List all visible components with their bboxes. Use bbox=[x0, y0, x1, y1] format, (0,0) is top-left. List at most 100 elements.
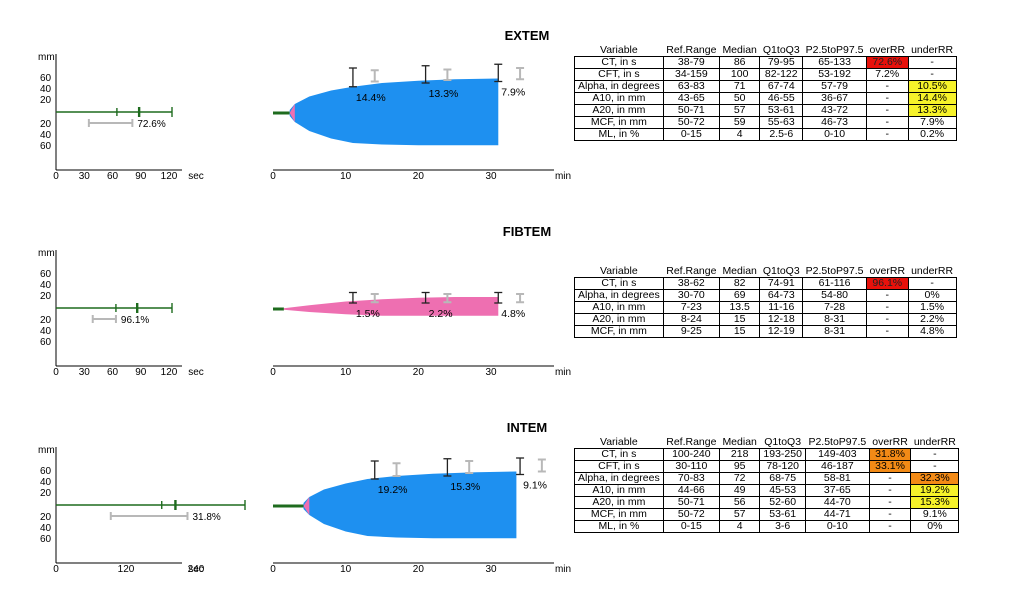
extem-table-cell: 0-10 bbox=[802, 128, 867, 141]
extem-table-row: ML, in % 0-15 4 2.5-6 0-10-0.2% bbox=[574, 128, 957, 141]
extem-table-cell: A10, in mm bbox=[574, 92, 664, 105]
extem-table-cell: 72.6% bbox=[865, 56, 909, 69]
extem-table-row: CT, in s 38-79 86 79-95 65-133 72.6% - bbox=[574, 56, 957, 69]
intem-table-cell: ML, in % bbox=[574, 520, 664, 533]
extem-table-cell: 34-159 bbox=[662, 68, 720, 81]
fibtem-col-header: Median bbox=[722, 265, 757, 277]
extem-table-cell: A20, in mm bbox=[574, 104, 664, 117]
intem-ct-x-unit: sec bbox=[188, 564, 204, 575]
extem-table-cell: 79-95 bbox=[759, 56, 804, 69]
extem-table-cell: - bbox=[907, 68, 957, 81]
fibtem-rr-table: Variable Ref.Range Median Q1toQ3 P2.5toP97.5… bbox=[574, 266, 957, 338]
extem-tem-pct-label-0: 14.4% bbox=[356, 92, 386, 104]
intem-tem-pct-label-0: 19.2% bbox=[378, 484, 408, 496]
intem-ct-unit-label: mm bbox=[38, 445, 55, 456]
extem-table-row: A20, in mm 50-71 57 53-61 43-72-13.3% bbox=[574, 104, 957, 117]
intem-table-cell: 58-81 bbox=[804, 472, 870, 485]
intem-table-cell: A10, in mm bbox=[574, 484, 664, 497]
fibtem-table-cell: 7-23 bbox=[662, 301, 720, 314]
extem-table-cell: 2.5-6 bbox=[759, 128, 804, 141]
extem-table-cell: 13.3% bbox=[907, 104, 957, 117]
intem-table-cell: 0-15 bbox=[662, 520, 720, 533]
extem-col-header: Variable bbox=[599, 44, 638, 56]
intem-table-cell: - bbox=[910, 448, 960, 461]
extem-table-cell: 36-67 bbox=[802, 92, 867, 105]
fibtem-table-cell: 11-16 bbox=[759, 301, 804, 314]
extem-ct-unit-label: mm bbox=[38, 52, 55, 63]
intem-rr-table: Variable Ref.Range Median Q1toQ3 P2.5toP97.5… bbox=[574, 436, 960, 533]
intem-ct-ytick-up: 60 bbox=[40, 466, 52, 477]
extem-table-cell: - bbox=[865, 104, 909, 117]
fibtem-table-cell: 54-80 bbox=[802, 289, 867, 302]
fibtem-table-cell: 74-91 bbox=[759, 277, 804, 290]
intem-table-cell: CT, in s bbox=[574, 448, 664, 461]
fibtem-tem-pct-label-0: 1.5% bbox=[356, 308, 380, 320]
intem-table-cell: - bbox=[868, 484, 912, 497]
intem-tem-x-unit: min bbox=[555, 564, 571, 575]
intem-ct-ytick-up: 20 bbox=[40, 488, 52, 499]
intem-table-cell: 50-71 bbox=[662, 496, 720, 509]
extem-tem-pct-label-1: 13.3% bbox=[429, 88, 459, 100]
intem-table-cell: 4 bbox=[718, 520, 761, 533]
fibtem-ct-ytick-up: 20 bbox=[40, 291, 52, 302]
fibtem-table-cell: 9-25 bbox=[662, 325, 720, 338]
fibtem-table-row: A10, in mm 7-23 13.5 11-16 7-28-1.5% bbox=[574, 301, 957, 314]
fibtem-table-cell: A20, in mm bbox=[574, 313, 664, 326]
extem-table-cell: 59 bbox=[718, 116, 761, 129]
fibtem-table-cell: 4.8% bbox=[907, 325, 957, 338]
fibtem-table-cell: - bbox=[865, 289, 909, 302]
extem-tem-cft-wedge bbox=[289, 104, 295, 122]
extem-col-header: Median bbox=[722, 44, 757, 56]
fibtem-col-header: underRR bbox=[911, 265, 954, 277]
extem-rr-table: Variable Ref.Range Median Q1toQ3 P2.5toP97.5… bbox=[574, 45, 957, 141]
intem-table-cell: 52-60 bbox=[759, 496, 806, 509]
extem-table-cell: 53-61 bbox=[759, 104, 804, 117]
extem-table-cell: 43-72 bbox=[802, 104, 867, 117]
intem-table-cell: 193-250 bbox=[759, 448, 806, 461]
extem-table-cell: 7.2% bbox=[865, 68, 909, 81]
extem-ct-pct-label: 72.6% bbox=[137, 119, 165, 130]
intem-table-cell: 72 bbox=[718, 472, 761, 485]
fibtem-ct-xtick: 120 bbox=[161, 367, 178, 378]
intem-table-cell: 218 bbox=[718, 448, 761, 461]
extem-tem-x-unit: min bbox=[555, 171, 571, 182]
fibtem-table-cell: 82 bbox=[718, 277, 761, 290]
extem-table-cell: 14.4% bbox=[907, 92, 957, 105]
intem-table-cell: - bbox=[868, 496, 912, 509]
intem-col-header: Ref.Range bbox=[666, 436, 717, 448]
extem-ct-xtick: 0 bbox=[53, 171, 59, 182]
fibtem-table-cell: 8-24 bbox=[662, 313, 720, 326]
extem-ct-xtick: 120 bbox=[161, 171, 178, 182]
extem-ct-ytick-up: 40 bbox=[40, 84, 52, 95]
extem-col-header: Ref.Range bbox=[666, 44, 717, 56]
intem-table-cell: 32.3% bbox=[910, 472, 960, 485]
intem-table-row: A10, in mm 44-66 49 45-53 37-65-19.2% bbox=[574, 484, 960, 497]
extem-table-cell: Alpha, in degrees bbox=[574, 80, 664, 93]
fibtem-table-cell: 7-28 bbox=[802, 301, 867, 314]
fibtem-table-row: Alpha, in degrees 30-70 69 64-73 54-80-0% bbox=[574, 289, 957, 302]
fibtem-table-cell: - bbox=[907, 277, 957, 290]
fibtem-table-cell: 64-73 bbox=[759, 289, 804, 302]
fibtem-table-cell: MCF, in mm bbox=[574, 325, 664, 338]
intem-table-cell: 31.8% bbox=[868, 448, 912, 461]
intem-ct-xtick: 120 bbox=[118, 564, 135, 575]
intem-tem-xtick: 10 bbox=[340, 564, 352, 575]
fibtem-col-header: overRR bbox=[869, 265, 906, 277]
intem-table-row: CT, in s 100-240 218 193-250 149-403 31.8% - bbox=[574, 448, 960, 461]
intem-table-row: A20, in mm 50-71 56 52-60 44-70-15.3% bbox=[574, 496, 960, 509]
extem-table-cell: CT, in s bbox=[574, 56, 664, 69]
extem-table-row: A10, in mm 43-65 50 46-55 36-67-14.4% bbox=[574, 92, 957, 105]
fibtem-ct-ytick-up: 60 bbox=[40, 269, 52, 280]
extem-ct-ytick-down: 40 bbox=[40, 130, 52, 141]
fibtem-ct-ytick-down: 20 bbox=[40, 315, 52, 326]
fibtem-tem-trace bbox=[283, 297, 499, 316]
intem-col-header: Variable bbox=[599, 436, 638, 448]
extem-table-cell: 46-55 bbox=[759, 92, 804, 105]
fibtem-table-cell: 15 bbox=[718, 313, 761, 326]
extem-tem-xtick: 20 bbox=[413, 171, 425, 182]
fibtem-col-header: P2.5toP97.5 bbox=[805, 265, 864, 277]
intem-col-header: P2.5toP97.5 bbox=[808, 436, 867, 448]
fibtem-ct-xtick: 30 bbox=[79, 367, 91, 378]
fibtem-table-row: A20, in mm 8-24 15 12-18 8-31-2.2% bbox=[574, 313, 957, 326]
